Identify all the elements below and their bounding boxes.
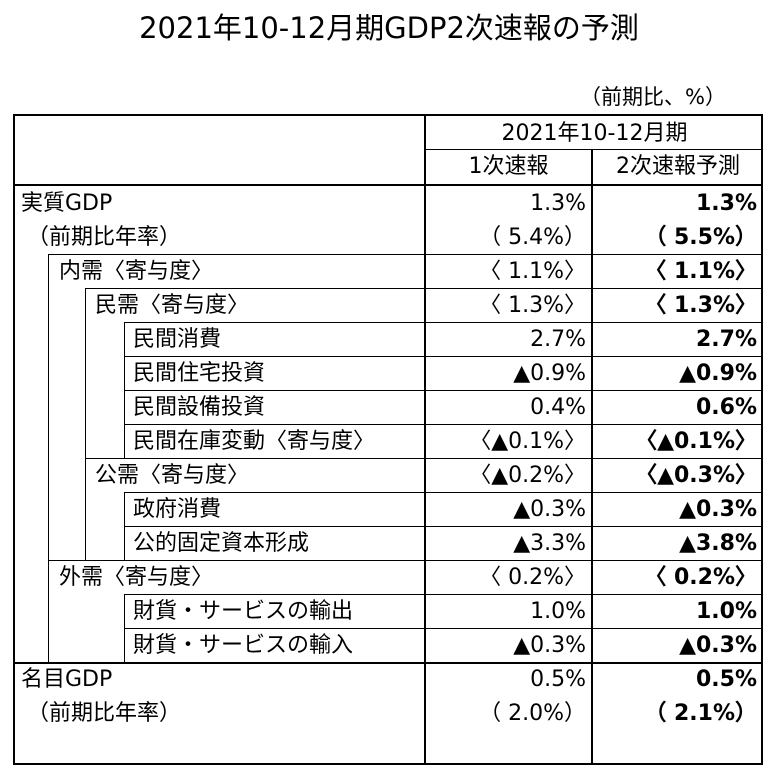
- second-release-forecast-value: 1.0%: [695, 599, 757, 624]
- divider: [85, 458, 761, 459]
- row-label: 民間消費: [133, 327, 222, 352]
- first-release-value: （ 2.0%）: [479, 701, 586, 726]
- first-release-value: 1.3%: [530, 191, 586, 216]
- second-release-forecast-value: 1.3%: [695, 191, 757, 216]
- first-release-value: ▲0.3%: [513, 497, 586, 522]
- indent-line: [124, 594, 125, 662]
- second-release-forecast-value: （ 2.1%）: [644, 701, 757, 726]
- divider: [591, 149, 593, 763]
- row-label: 財貨・サービスの輸出: [133, 599, 354, 624]
- indent-line: [124, 322, 125, 458]
- second-release-forecast-value: 〈 1.3%〉: [644, 293, 757, 318]
- divider: [124, 322, 761, 323]
- divider: [124, 526, 761, 527]
- row-label: 民間住宅投資: [133, 361, 266, 386]
- row-label: 政府消費: [133, 497, 222, 522]
- row-label: （前期比年率）: [27, 225, 182, 250]
- second-release-forecast-value: 〈 1.1%〉: [644, 259, 757, 284]
- second-release-forecast-value: 〈▲0.3%〉: [635, 463, 757, 488]
- row-label: 公的固定資本形成: [133, 531, 310, 556]
- divider: [48, 254, 761, 255]
- second-release-forecast-value: 2.7%: [695, 327, 757, 352]
- divider: [124, 492, 761, 493]
- first-release-value: 0.5%: [530, 667, 586, 692]
- indent-line: [85, 288, 86, 560]
- second-release-forecast-value: 〈▲0.1%〉: [635, 429, 757, 454]
- header-first-release: 1次速報: [468, 154, 549, 179]
- row-label: 外需〈寄与度〉: [59, 565, 214, 590]
- first-release-value: （ 5.4%）: [479, 225, 586, 250]
- second-release-forecast-value: ▲0.3%: [679, 497, 757, 522]
- divider: [124, 424, 761, 425]
- second-release-forecast-value: 〈 0.2%〉: [644, 565, 757, 590]
- second-release-forecast-value: （ 5.5%）: [644, 225, 757, 250]
- second-release-forecast-value: 0.5%: [695, 667, 757, 692]
- first-release-value: 〈▲0.2%〉: [469, 463, 586, 488]
- divider: [85, 288, 761, 289]
- indent-line: [48, 254, 49, 662]
- gdp-table: 2021年10-12月期 1次速報 2次速報予測 実質GDP （前期比年率） 内…: [13, 114, 763, 765]
- second-release-forecast-value: ▲3.8%: [679, 531, 757, 556]
- second-release-forecast-value: ▲0.3%: [679, 633, 757, 658]
- divider: [124, 594, 761, 595]
- row-label: 民間在庫変動〈寄与度〉: [133, 429, 376, 454]
- first-release-value: ▲0.3%: [513, 633, 586, 658]
- row-label: 名目GDP: [21, 667, 113, 692]
- divider: [124, 356, 761, 357]
- divider: [48, 560, 761, 561]
- second-release-forecast-value: ▲0.9%: [679, 361, 757, 386]
- divider: [426, 149, 763, 150]
- divider: [15, 184, 761, 186]
- unit-note: （前期比、%）: [580, 85, 726, 109]
- row-label: （前期比年率）: [27, 701, 182, 726]
- row-label: 民需〈寄与度〉: [95, 293, 250, 318]
- first-release-value: 〈▲0.1%〉: [469, 429, 586, 454]
- page-title: 2021年10-12月期GDP2次速報の予測: [139, 11, 639, 45]
- first-release-value: 〈 0.2%〉: [479, 565, 586, 590]
- header-second-release-forecast: 2次速報予測: [616, 154, 740, 179]
- divider: [15, 662, 761, 664]
- indent-line: [124, 492, 125, 560]
- header-period: 2021年10-12月期: [501, 121, 688, 146]
- first-release-value: 〈 1.3%〉: [479, 293, 586, 318]
- divider: [124, 628, 761, 629]
- first-release-value: 2.7%: [530, 327, 586, 352]
- row-label: 内需〈寄与度〉: [59, 259, 214, 284]
- divider: [124, 390, 761, 391]
- first-release-value: 〈 1.1%〉: [479, 259, 586, 284]
- row-label: 実質GDP: [21, 191, 113, 216]
- first-release-value: 0.4%: [530, 395, 586, 420]
- second-release-forecast-value: 0.6%: [695, 395, 757, 420]
- row-label: 公需〈寄与度〉: [95, 463, 250, 488]
- first-release-value: 1.0%: [530, 599, 586, 624]
- first-release-value: ▲0.9%: [513, 361, 586, 386]
- row-label: 財貨・サービスの輸入: [133, 633, 354, 658]
- row-label: 民間設備投資: [133, 395, 266, 420]
- divider: [424, 116, 426, 763]
- first-release-value: ▲3.3%: [513, 531, 586, 556]
